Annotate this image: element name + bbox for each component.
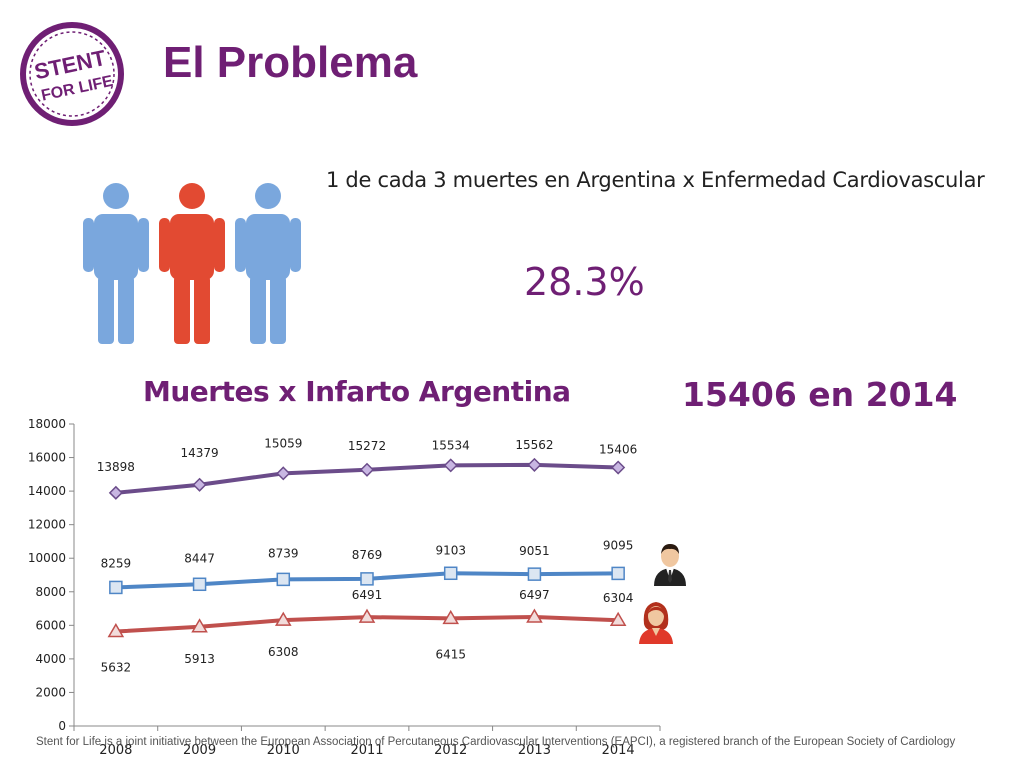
footer-note: Stent for Life is a joint initiative bet… [36, 736, 956, 748]
data-point-men [611, 566, 625, 581]
x-tick-label: 2011 [350, 743, 383, 758]
data-label-men: 8259 [101, 556, 132, 570]
data-point-men [192, 577, 207, 592]
data-point-total [276, 466, 291, 481]
ratio-statement: 1 de cada 3 muertes en Argentina x Enfer… [326, 168, 985, 192]
person-icon-red [159, 183, 225, 344]
data-point-men [360, 572, 374, 586]
data-point-women [609, 611, 627, 626]
x-tick-label: 2013 [518, 743, 551, 758]
data-label-men: 9051 [519, 544, 550, 558]
data-label-women: 6304 [603, 591, 634, 605]
y-tick-label: 12000 [28, 518, 66, 532]
person-icon-blue-right [235, 183, 301, 344]
y-tick-label: 0 [58, 719, 66, 733]
data-label-total: 15059 [264, 436, 302, 450]
data-point-total [192, 477, 207, 492]
x-tick-label: 2010 [267, 743, 300, 758]
y-tick-label: 18000 [28, 417, 66, 431]
data-label-men: 8769 [352, 548, 383, 562]
data-point-men [443, 566, 458, 581]
data-point-women [274, 611, 292, 626]
data-label-women: 6415 [435, 647, 466, 661]
data-label-men: 8739 [268, 546, 299, 560]
y-tick-label: 2000 [35, 685, 66, 699]
data-point-women [442, 609, 460, 625]
headline-2014: 15406 en 2014 [682, 375, 958, 414]
y-tick-label: 10000 [28, 551, 66, 565]
data-label-men: 8447 [184, 551, 215, 565]
data-label-total: 15406 [599, 443, 637, 457]
percentage-value: 28.3% [524, 260, 645, 304]
data-point-total [527, 457, 542, 472]
y-tick-label: 16000 [28, 451, 66, 465]
page-title: El Problema [163, 38, 418, 87]
people-icon [83, 183, 301, 344]
y-tick-label: 14000 [28, 484, 66, 498]
data-point-women [358, 608, 376, 623]
data-point-men [527, 567, 542, 581]
data-label-total: 15272 [348, 439, 386, 453]
data-point-men [109, 580, 123, 595]
data-point-total [611, 460, 626, 475]
x-tick-label: 2014 [602, 743, 635, 758]
data-label-women: 6491 [352, 588, 383, 602]
woman-icon [639, 602, 673, 644]
data-label-men: 9095 [603, 538, 634, 552]
data-point-women [107, 623, 125, 638]
data-label-women: 6308 [268, 645, 299, 659]
x-tick-label: 2009 [183, 743, 216, 758]
data-label-total: 13898 [97, 460, 135, 474]
data-point-women [526, 608, 543, 623]
y-tick-label: 8000 [35, 585, 66, 599]
data-label-total: 14379 [180, 446, 218, 460]
data-label-men: 9103 [435, 543, 466, 557]
data-label-total: 15562 [515, 438, 553, 452]
y-tick-label: 6000 [35, 618, 66, 632]
data-point-men [276, 572, 291, 587]
data-label-women: 5913 [184, 652, 215, 666]
x-tick-label: 2008 [99, 743, 132, 758]
y-tick-label: 4000 [35, 652, 66, 666]
data-point-women [191, 618, 208, 633]
person-icon-blue-left [83, 183, 149, 344]
data-point-total [108, 485, 123, 500]
man-icon [654, 544, 686, 586]
data-label-total: 15534 [432, 438, 470, 452]
line-chart: 0 2000 4000 6000 8000 10000 12000 14000 16000 180… [28, 417, 661, 758]
x-tick-label: 2012 [434, 743, 467, 758]
data-point-total [359, 462, 375, 477]
stent-for-life-logo: STENT FOR LIFE [20, 22, 124, 126]
chart-title: Muertes x Infarto Argentina [143, 375, 571, 408]
data-label-women: 5632 [101, 661, 132, 675]
data-label-women: 6497 [519, 588, 550, 602]
data-point-total [443, 458, 458, 473]
